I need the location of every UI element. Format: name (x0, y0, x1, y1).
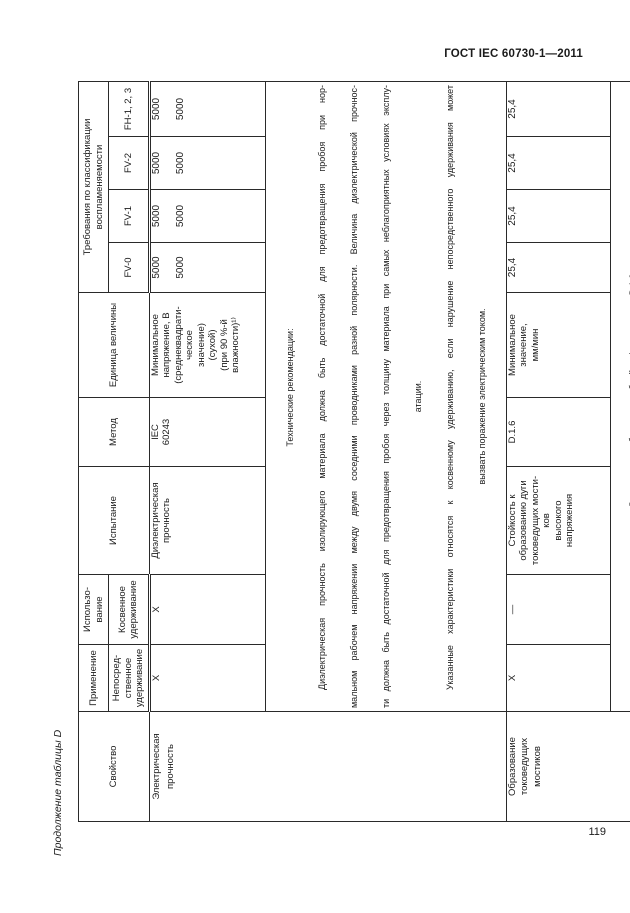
header-row-groups: Свойство Применение Использо- вание Испы… (78, 81, 149, 822)
rotated-table-container: Свойство Применение Использо- вание Испы… (78, 81, 630, 822)
table-continuation-label: Продолжение таблицы D (52, 729, 64, 856)
header-property: Свойство (78, 711, 149, 822)
row-technical-recommendations: Технические рекомендации: Диэлектрическа… (265, 81, 506, 822)
header-method: Метод (78, 397, 149, 467)
header-usage-indirect: Косвенное удерживание (108, 574, 149, 645)
tech-line: ти должна быть достаточной для предотвра… (380, 85, 391, 708)
row-tracking: Образование токоведущих мостиков Х — Сто… (506, 81, 630, 822)
row-notes: Для получения более подробной информации… (610, 81, 630, 822)
tech-line: Технические рекомендации: (284, 328, 295, 447)
technical-recommendations-cell: Технические рекомендации: Диэлектрическа… (265, 81, 506, 712)
cell-usage-indirect: Х (149, 574, 265, 645)
cell-property-electric-strength: Электрическая прочность (149, 711, 506, 822)
cell-usage-indirect: — (506, 574, 610, 645)
note-line: Для получения более подробной информации… (627, 271, 630, 508)
cell-value-fh123: 5000 5000 (149, 81, 265, 137)
header-test: Испытание (78, 466, 149, 575)
header-class-fv1: FV-1 (108, 189, 149, 243)
tech-line: Указанные характеристики относятся к кос… (444, 85, 455, 690)
cell-value-fv1: 25,4 (506, 189, 610, 243)
header-flammability-requirements-group: Требования по классификации воспламеняем… (78, 81, 109, 293)
cell-application-direct: Х (506, 644, 610, 712)
notes-cell: Для получения более подробной информации… (610, 81, 630, 712)
header-class-fv2: FV-2 (108, 136, 149, 190)
page-header: ГОСТ IEC 60730-1—2011 (444, 48, 583, 60)
cell-method: IEC 60243 (149, 397, 265, 467)
flammability-requirements-table: Свойство Применение Использо- вание Испы… (78, 81, 630, 822)
cell-unit: Минимальное значение, мм/мин (506, 292, 610, 398)
row-electric-strength: Электрическая прочность Х Х Диэлектричес… (149, 81, 506, 822)
page-number: 119 (588, 826, 606, 838)
cell-method: D.1.6 (506, 397, 610, 467)
cell-value-fh123: 25,4 (506, 81, 610, 137)
tech-line: мальном рабочем напряжении между двумя с… (348, 85, 359, 708)
header-unit: Единица величины (78, 292, 149, 398)
tech-line: вызвать поражение электрическим током. (476, 308, 487, 485)
tech-line: Диэлектрическая прочность изолирующего м… (316, 85, 327, 690)
cell-value-fv1: 5000 5000 (149, 189, 265, 243)
cell-value-fv0: 5000 5000 (149, 242, 265, 293)
cell-value-fv0: 25,4 (506, 242, 610, 293)
tech-line: атации. (412, 380, 423, 413)
header-class-fh123: FH-1, 2, 3 (108, 81, 149, 137)
cell-unit: Минимальное напряжение, В (среднеквадрат… (149, 292, 265, 398)
header-application-group: Применение (78, 644, 109, 712)
header-usage-group: Использо- вание (78, 574, 109, 645)
header-class-fv0: FV-0 (108, 242, 149, 293)
cell-value-fv2: 25,4 (506, 136, 610, 190)
cell-value-fv2: 5000 5000 (149, 136, 265, 190)
cell-property-tracking: Образование токоведущих мостиков (506, 711, 630, 822)
cell-test: Диэлектрическая прочность (149, 466, 265, 575)
header-application-direct: Непосред- ственное удерживание (108, 644, 149, 712)
cell-test: Стойкость к образованию дуги токоведущих… (506, 466, 610, 575)
cell-application-direct: Х (149, 644, 265, 712)
